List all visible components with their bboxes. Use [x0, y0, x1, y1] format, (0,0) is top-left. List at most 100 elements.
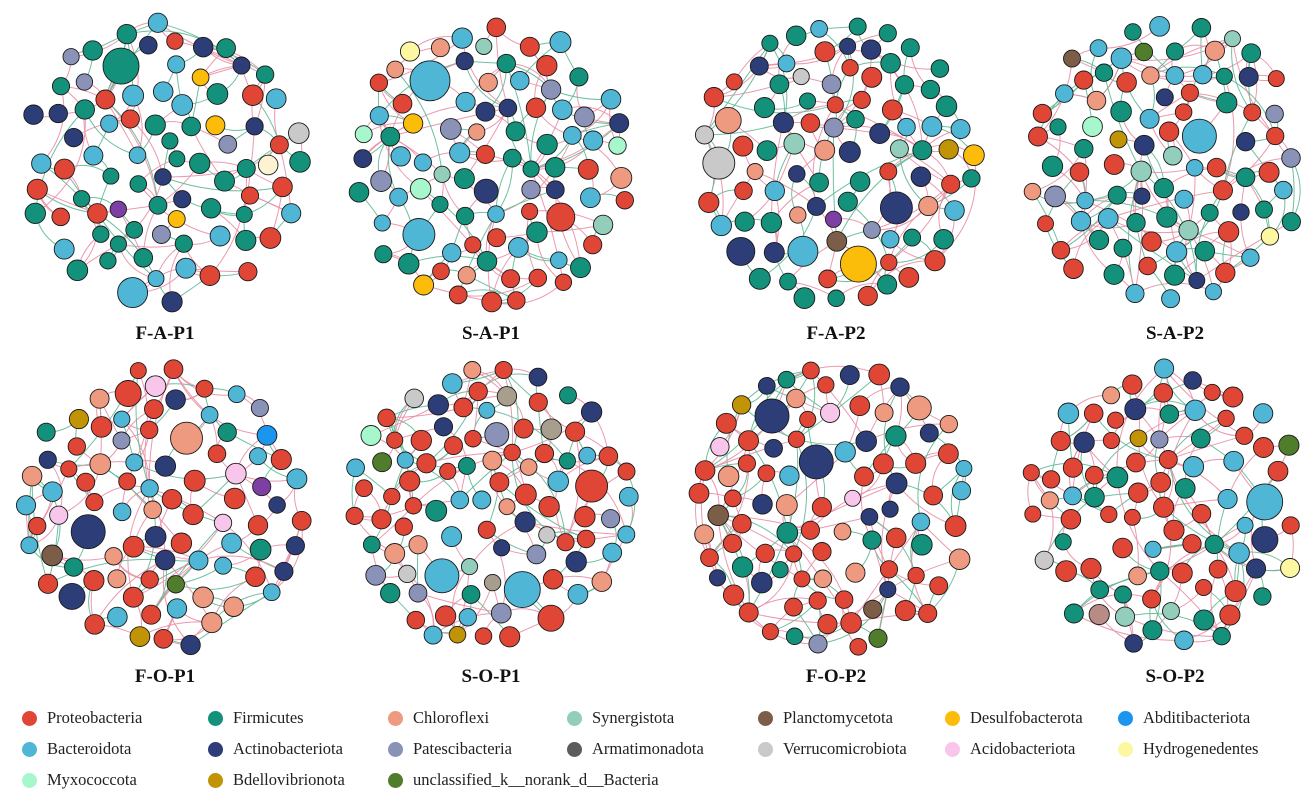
network-node — [425, 499, 448, 522]
network-node — [881, 500, 899, 518]
network-node — [104, 547, 123, 566]
network-node — [921, 116, 943, 137]
legend-label: Hydrogenedentes — [1143, 739, 1259, 758]
network-node — [374, 245, 393, 264]
network-node — [610, 166, 633, 189]
network-node — [849, 395, 871, 417]
network-node — [903, 228, 922, 247]
network-panel-area: F-A-P1 S-A-P1 F-A-P2 S-A-P2 F-O-P1 S-O-P… — [15, 12, 1301, 687]
network-node — [763, 242, 785, 263]
network-node — [195, 379, 214, 398]
network-node — [755, 543, 775, 564]
network-node — [731, 556, 754, 578]
network-edge — [1210, 568, 1223, 637]
legend-swatch — [22, 772, 37, 788]
network-node — [152, 81, 174, 102]
network-node — [191, 68, 210, 87]
legend-item-armatimonadota: Armatimonadota — [567, 737, 704, 761]
network-node — [365, 564, 387, 586]
network-node — [259, 227, 282, 249]
network-node — [754, 398, 790, 434]
network-node — [493, 539, 511, 557]
network-node — [102, 47, 140, 85]
network-node — [860, 508, 879, 526]
network-edge — [1073, 593, 1152, 614]
network-node — [833, 522, 852, 541]
network-node — [64, 557, 84, 577]
network-node — [838, 141, 861, 163]
network-node — [574, 106, 595, 128]
network-node — [544, 157, 566, 178]
legend-swatch — [208, 772, 223, 788]
network-node — [458, 608, 477, 627]
network-nodes — [15, 359, 312, 656]
network-edge — [787, 532, 852, 623]
network-node — [76, 472, 96, 492]
network-node — [1224, 580, 1247, 603]
network-node — [404, 497, 423, 515]
network-node — [1171, 562, 1193, 584]
network-node — [1185, 159, 1204, 177]
network-node — [837, 191, 858, 212]
network-node — [37, 573, 59, 594]
network-node — [785, 25, 807, 47]
network-node — [1255, 200, 1273, 219]
network-node — [814, 41, 836, 63]
network-node — [1051, 240, 1071, 260]
network-node — [565, 551, 587, 573]
network-node — [182, 503, 204, 526]
network-label-s-o-p1: S-O-P1 — [461, 666, 520, 687]
network-node — [950, 119, 971, 140]
network-node — [450, 490, 470, 510]
network-node — [818, 269, 837, 289]
network-node — [608, 136, 627, 155]
network-edge — [389, 104, 508, 137]
network-node — [354, 125, 373, 144]
network-node — [714, 106, 742, 134]
network-edge — [133, 370, 148, 463]
network-edge — [34, 109, 86, 214]
network-node — [129, 175, 148, 193]
network-node — [141, 604, 162, 625]
network-node — [839, 37, 857, 55]
network-node — [1203, 383, 1221, 401]
network-node — [1094, 63, 1114, 82]
network-node — [1097, 208, 1119, 229]
network-node — [118, 472, 137, 491]
network-node — [1190, 428, 1211, 449]
network-node — [562, 126, 582, 145]
network-node — [824, 210, 843, 228]
network-node — [764, 180, 785, 202]
network-edge — [530, 122, 620, 170]
network-node — [227, 385, 246, 404]
network-node — [879, 560, 899, 579]
network-node — [377, 408, 396, 428]
network-node — [694, 524, 715, 545]
network-node — [84, 614, 105, 635]
network-node — [601, 509, 621, 529]
network-edge — [881, 483, 898, 590]
network-node — [802, 361, 820, 380]
network-node — [724, 489, 742, 508]
network-node — [1062, 457, 1083, 478]
legend-label: Abditibacteriota — [1143, 708, 1251, 727]
network-node — [1228, 542, 1250, 564]
network-node — [885, 425, 907, 447]
network-node — [345, 506, 364, 525]
network-node — [90, 416, 113, 438]
network-node — [288, 122, 310, 144]
network-node — [143, 500, 162, 520]
network-node — [402, 218, 436, 251]
network-node — [1149, 15, 1170, 37]
network-node — [694, 460, 716, 481]
network-node — [1128, 482, 1149, 503]
network-node — [503, 443, 521, 462]
legend-label: Patescibacteria — [413, 739, 512, 758]
legend-item-synergistota: Synergistota — [567, 706, 674, 730]
network-node — [602, 542, 623, 563]
network-edge — [1108, 189, 1223, 219]
legend-label: Firmicutes — [233, 708, 304, 727]
network-node — [221, 532, 242, 554]
network-node — [1088, 603, 1110, 626]
network-node — [112, 431, 131, 450]
